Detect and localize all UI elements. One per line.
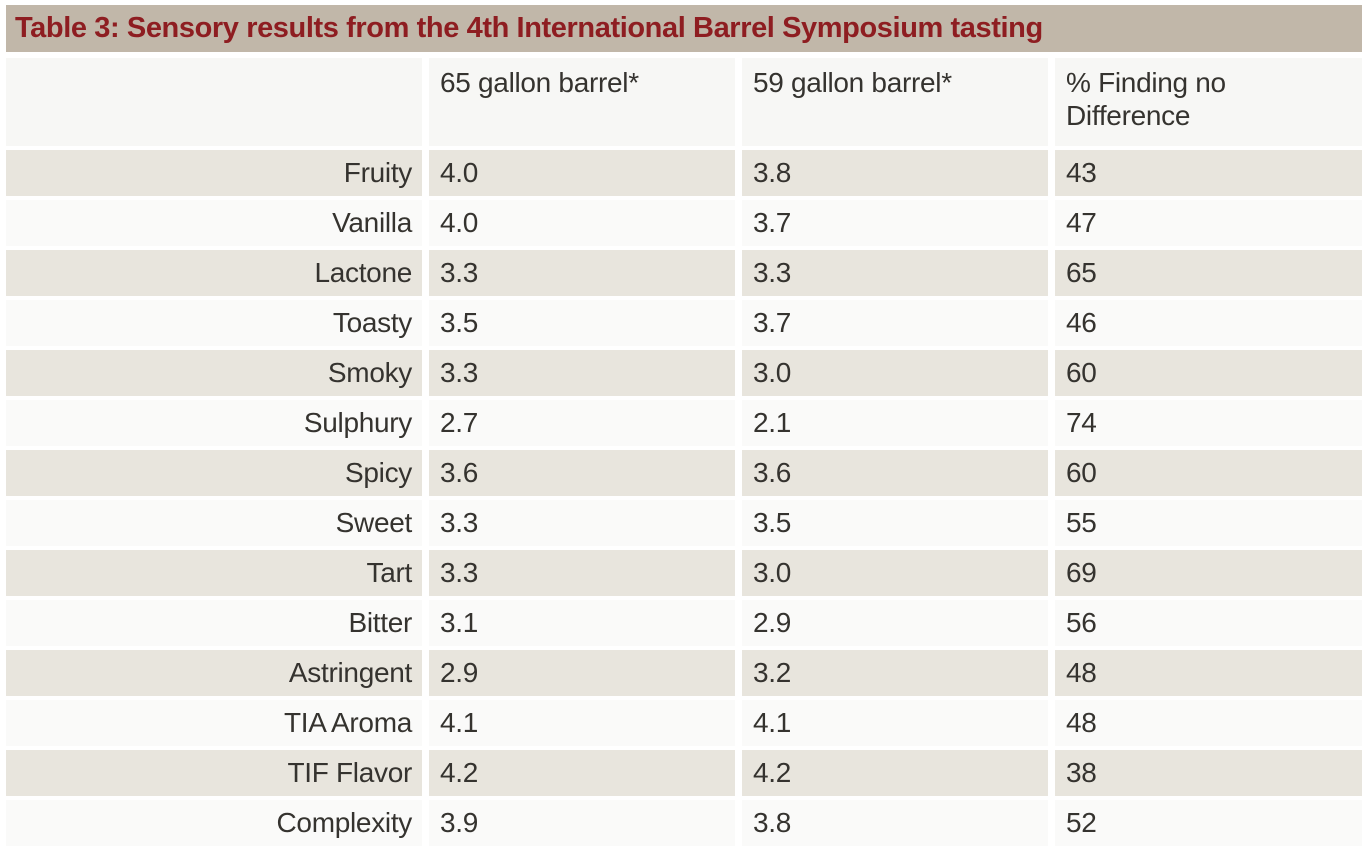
cell-59-gallon: 3.8 xyxy=(742,800,1048,846)
cell-no-difference: 69 xyxy=(1055,550,1362,596)
cell-59-gallon: 2.1 xyxy=(742,400,1048,446)
table-row-lactone: Lactone 3.3 3.3 65 xyxy=(6,250,1362,296)
cell-no-difference: 38 xyxy=(1055,750,1362,796)
table-row-tia-aroma: TIA Aroma 4.1 4.1 48 xyxy=(6,700,1362,746)
cell-65-gallon: 4.0 xyxy=(429,200,735,246)
cell-no-difference: 48 xyxy=(1055,650,1362,696)
cell-59-gallon: 3.0 xyxy=(742,550,1048,596)
table-title: Table 3: Sensory results from the 4th In… xyxy=(15,12,1043,44)
header-cell-65-gallon: 65 gallon barrel* xyxy=(429,58,735,146)
cell-no-difference: 74 xyxy=(1055,400,1362,446)
header-label-no-difference: % Finding no Difference xyxy=(1066,67,1226,132)
header-row: 65 gallon barrel* 59 gallon barrel* % Fi… xyxy=(6,58,1362,146)
row-label: Fruity xyxy=(6,150,422,196)
table-row-spicy: Spicy 3.6 3.6 60 xyxy=(6,450,1362,496)
table-row-toasty: Toasty 3.5 3.7 46 xyxy=(6,300,1362,346)
table-row-tif-flavor: TIF Flavor 4.2 4.2 38 xyxy=(6,750,1362,796)
row-label: Bitter xyxy=(6,600,422,646)
row-label: Vanilla xyxy=(6,200,422,246)
table-row-astringent: Astringent 2.9 3.2 48 xyxy=(6,650,1362,696)
cell-no-difference: 52 xyxy=(1055,800,1362,846)
cell-59-gallon: 4.2 xyxy=(742,750,1048,796)
table-row-complexity: Complexity 3.9 3.8 52 xyxy=(6,800,1362,846)
cell-59-gallon: 3.6 xyxy=(742,450,1048,496)
cell-59-gallon: 3.2 xyxy=(742,650,1048,696)
cell-no-difference: 47 xyxy=(1055,200,1362,246)
cell-65-gallon: 3.9 xyxy=(429,800,735,846)
cell-59-gallon: 3.5 xyxy=(742,500,1048,546)
cell-59-gallon: 3.8 xyxy=(742,150,1048,196)
table-row-sulphury: Sulphury 2.7 2.1 74 xyxy=(6,400,1362,446)
cell-no-difference: 60 xyxy=(1055,450,1362,496)
cell-no-difference: 43 xyxy=(1055,150,1362,196)
cell-no-difference: 46 xyxy=(1055,300,1362,346)
table-row-sweet: Sweet 3.3 3.5 55 xyxy=(6,500,1362,546)
table-row-fruity: Fruity 4.0 3.8 43 xyxy=(6,150,1362,196)
table-row-bitter: Bitter 3.1 2.9 56 xyxy=(6,600,1362,646)
cell-65-gallon: 4.2 xyxy=(429,750,735,796)
cell-65-gallon: 3.6 xyxy=(429,450,735,496)
cell-no-difference: 55 xyxy=(1055,500,1362,546)
row-label: Sweet xyxy=(6,500,422,546)
row-label: Tart xyxy=(6,550,422,596)
row-label: Lactone xyxy=(6,250,422,296)
cell-65-gallon: 4.1 xyxy=(429,700,735,746)
cell-65-gallon: 2.9 xyxy=(429,650,735,696)
table-title-bar: Table 3: Sensory results from the 4th In… xyxy=(6,5,1362,52)
cell-65-gallon: 2.7 xyxy=(429,400,735,446)
row-label: Smoky xyxy=(6,350,422,396)
cell-59-gallon: 3.7 xyxy=(742,200,1048,246)
cell-65-gallon: 3.3 xyxy=(429,350,735,396)
cell-59-gallon: 3.0 xyxy=(742,350,1048,396)
row-label: TIA Aroma xyxy=(6,700,422,746)
sensory-results-table: 65 gallon barrel* 59 gallon barrel* % Fi… xyxy=(0,54,1368,850)
header-cell-59-gallon: 59 gallon barrel* xyxy=(742,58,1048,146)
cell-65-gallon: 3.3 xyxy=(429,250,735,296)
header-cell-no-difference: % Finding no Difference xyxy=(1055,58,1362,146)
cell-59-gallon: 2.9 xyxy=(742,600,1048,646)
cell-65-gallon: 3.1 xyxy=(429,600,735,646)
table-row-tart: Tart 3.3 3.0 69 xyxy=(6,550,1362,596)
header-label-65-gallon: 65 gallon barrel* xyxy=(440,67,639,98)
row-label: Sulphury xyxy=(6,400,422,446)
cell-59-gallon: 3.7 xyxy=(742,300,1048,346)
cell-no-difference: 60 xyxy=(1055,350,1362,396)
cell-65-gallon: 3.3 xyxy=(429,500,735,546)
cell-59-gallon: 4.1 xyxy=(742,700,1048,746)
table-row-vanilla: Vanilla 4.0 3.7 47 xyxy=(6,200,1362,246)
row-label: Toasty xyxy=(6,300,422,346)
cell-no-difference: 56 xyxy=(1055,600,1362,646)
cell-no-difference: 48 xyxy=(1055,700,1362,746)
cell-65-gallon: 3.5 xyxy=(429,300,735,346)
cell-65-gallon: 4.0 xyxy=(429,150,735,196)
table-header: 65 gallon barrel* 59 gallon barrel* % Fi… xyxy=(6,58,1362,146)
table-body: Fruity 4.0 3.8 43 Vanilla 4.0 3.7 47 Lac… xyxy=(6,150,1362,846)
row-label: Complexity xyxy=(6,800,422,846)
header-cell-empty xyxy=(6,58,422,146)
row-label: Spicy xyxy=(6,450,422,496)
cell-59-gallon: 3.3 xyxy=(742,250,1048,296)
cell-65-gallon: 3.3 xyxy=(429,550,735,596)
row-label: TIF Flavor xyxy=(6,750,422,796)
header-label-59-gallon: 59 gallon barrel* xyxy=(753,67,952,98)
cell-no-difference: 65 xyxy=(1055,250,1362,296)
row-label: Astringent xyxy=(6,650,422,696)
table-row-smoky: Smoky 3.3 3.0 60 xyxy=(6,350,1362,396)
